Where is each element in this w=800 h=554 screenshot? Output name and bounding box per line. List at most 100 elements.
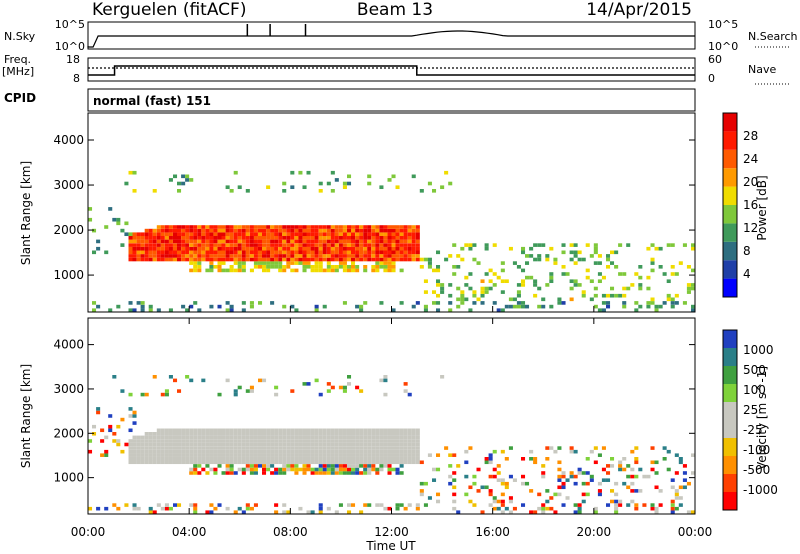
velocity-cell: [249, 460, 254, 465]
velocity-cell: [229, 460, 234, 465]
velocity-cell: [266, 457, 271, 461]
power-cell: [334, 178, 339, 182]
power-cell: [553, 261, 558, 265]
power-cell: [670, 304, 675, 309]
power-cell: [650, 268, 655, 273]
velocity-cell: [593, 510, 598, 514]
velocity-cell: [282, 453, 287, 457]
velocity-cell: [229, 428, 234, 433]
power-cell: [282, 265, 287, 269]
velocity-cell: [245, 460, 250, 465]
power-cell: [415, 228, 420, 233]
velocity-cell: [237, 506, 242, 511]
velocity-cell: [504, 457, 509, 461]
power-cell: [249, 304, 254, 309]
power-cell: [290, 261, 295, 265]
power-cell: [152, 246, 157, 251]
velocity-cell: [541, 506, 546, 511]
power-cell: [541, 243, 546, 247]
velocity-cell: [391, 439, 396, 443]
velocity-cell: [342, 389, 347, 393]
velocity-cell: [189, 503, 194, 507]
velocity-cell: [334, 467, 339, 472]
velocity-cell: [225, 442, 230, 447]
power-cell: [144, 243, 149, 247]
power-cell: [262, 268, 267, 273]
power-cell: [601, 275, 606, 280]
velocity-cell: [270, 432, 275, 436]
velocity-cell: [213, 428, 218, 433]
power-cell: [185, 243, 190, 247]
power-cell: [132, 254, 137, 258]
velocity-cell: [237, 435, 242, 440]
power-cell: [326, 246, 331, 251]
power-cell: [160, 250, 165, 255]
velocity-cell: [593, 446, 598, 450]
power-cell: [577, 283, 582, 287]
velocity-cell: [274, 510, 279, 514]
velocity-cell: [189, 442, 194, 447]
velocity-cell: [233, 392, 238, 397]
velocity-cell: [152, 435, 157, 440]
noise-right-tick-top: 10^5: [708, 18, 738, 31]
x-tick-label: 16:00: [475, 525, 510, 539]
velocity-cell: [298, 432, 303, 436]
power-cell: [237, 265, 242, 269]
power-cell: [549, 275, 554, 280]
velocity-cell: [245, 439, 250, 443]
velocity-cell: [577, 467, 582, 472]
velocity-cell: [270, 464, 275, 468]
power-cell: [213, 250, 218, 255]
power-cell: [302, 250, 307, 255]
velocity-cell: [383, 464, 388, 468]
power-cell: [168, 257, 173, 262]
velocity-cell: [233, 453, 238, 457]
velocity-cell: [164, 460, 169, 465]
velocity-cell: [193, 503, 198, 507]
velocity-cell: [480, 485, 485, 490]
power-cell: [96, 239, 101, 244]
power-cell: [282, 250, 287, 255]
velocity-cell: [120, 389, 125, 393]
power-cell: [136, 250, 141, 255]
power-cell: [618, 293, 623, 298]
power-cell: [225, 243, 230, 247]
velocity-cell: [160, 506, 165, 511]
power-heatmap: [88, 170, 696, 313]
power-cell: [290, 228, 295, 233]
velocity-cell: [658, 503, 663, 507]
power-cell: [383, 268, 388, 273]
power-cell: [597, 261, 602, 265]
velocity-colorbar-swatch: [723, 474, 737, 492]
power-cell: [342, 225, 347, 229]
velocity-cell: [193, 510, 198, 514]
power-cell: [282, 268, 287, 273]
power-cell: [270, 261, 275, 265]
velocity-cell: [355, 457, 360, 461]
power-cell: [318, 268, 323, 273]
velocity-cell: [144, 453, 149, 457]
velocity-cell: [395, 439, 400, 443]
power-cell: [318, 243, 323, 247]
velocity-cell: [128, 457, 133, 461]
power-cell: [371, 228, 376, 233]
power-cell: [241, 250, 246, 255]
velocity-cell: [573, 510, 578, 514]
power-cell: [484, 246, 489, 251]
velocity-cell: [128, 446, 133, 450]
power-cell: [217, 243, 222, 247]
velocity-cell: [330, 446, 335, 450]
velocity-cell: [322, 457, 327, 461]
power-cell: [136, 232, 141, 237]
power-cell: [472, 257, 477, 262]
velocity-cell: [359, 460, 364, 465]
power-cell: [314, 268, 319, 273]
velocity-cell: [92, 432, 97, 436]
power-cell: [197, 261, 202, 265]
power-cell: [310, 246, 315, 251]
power-cell: [237, 261, 242, 265]
power-cell: [355, 254, 360, 258]
velocity-cell: [302, 471, 307, 475]
power-cell: [452, 243, 457, 247]
velocity-cell: [375, 449, 380, 454]
